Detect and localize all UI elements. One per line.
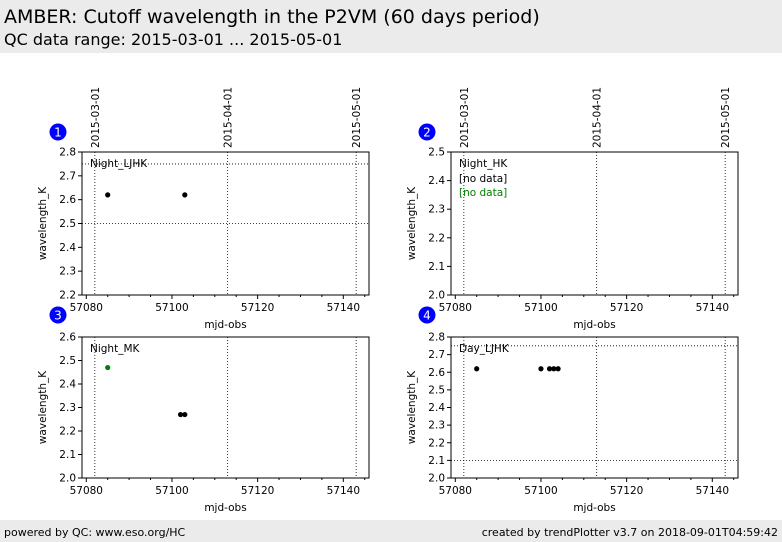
x-tick-label: 57140 — [327, 302, 360, 314]
y-tick-label: 2.2 — [59, 426, 76, 438]
x-tick-label: 57080 — [439, 302, 472, 314]
x-tick-label: 57100 — [524, 485, 557, 497]
chart-panel-4: 4 2.0 2.1 2.2 2.3 2.4 2.5 2.6 2.7 2.8 57080 57100 57… — [406, 306, 739, 514]
y-tick-label: 2.7 — [59, 170, 76, 182]
y-tick-label: 2.1 — [428, 455, 445, 467]
date-tick-label: 2015-04-01 — [592, 87, 604, 148]
x-tick-label: 57100 — [155, 485, 188, 497]
chart-panel-1: 1 2015-03-01 2015-04-01 2015-05-01 2.2 2.3 2.4… — [37, 87, 370, 331]
series-label: Day_LJHK — [459, 343, 510, 355]
data-point — [551, 366, 557, 372]
data-point — [546, 366, 553, 372]
series-label: Night_MK — [90, 343, 141, 355]
chart-panel-2: 2 2015-03-01 2015-04-01 2015-05-01 2.0 2.1 2.2… — [406, 87, 739, 331]
data-point — [474, 366, 480, 372]
data-point — [105, 364, 111, 371]
x-tick-label: 57120 — [241, 485, 274, 497]
data-point — [182, 411, 188, 418]
footer-created-by: created by trendPlotter v3.7 on 2018-09-… — [481, 526, 778, 539]
data-point — [538, 366, 544, 372]
plot-frame — [81, 336, 370, 479]
y-tick-label: 2.0 — [428, 473, 445, 485]
y-tick-label: 2.1 — [59, 449, 76, 461]
x-axis-label: mjd-obs — [204, 319, 246, 331]
series-label: Night_LJHK — [90, 158, 148, 170]
y-tick-label: 2.6 — [59, 194, 76, 206]
y-tick-label: 2.5 — [428, 147, 445, 159]
x-tick-label: 57080 — [70, 302, 103, 314]
chart-panel-3: 3 2.0 2.1 2.2 2.3 2.4 2.5 2.6 57080 57100 57120 571… — [37, 306, 370, 514]
page-title: AMBER: Cutoff wavelength in the P2VM (60… — [4, 6, 540, 28]
x-tick-label: 57100 — [524, 302, 557, 314]
y-tick-label: 2.3 — [428, 420, 445, 432]
y-tick-label: 2.5 — [428, 384, 445, 396]
y-tick-label: 2.5 — [59, 355, 76, 367]
y-tick-label: 2.3 — [59, 402, 76, 414]
report-footer: powered by QC: www.eso.org/HC created by… — [0, 520, 782, 542]
x-tick-label: 57140 — [327, 485, 360, 497]
y-tick-label: 2.4 — [428, 175, 445, 187]
y-tick-label: 2.3 — [59, 266, 76, 278]
y-tick-label: 2.2 — [428, 437, 445, 449]
panel-number-badge — [49, 123, 67, 141]
panel-number-badge — [418, 306, 436, 324]
x-tick-label: 57080 — [439, 485, 472, 497]
y-tick-label: 2.0 — [59, 473, 76, 485]
y-tick-label: 2.4 — [59, 379, 76, 391]
plot-frame — [450, 151, 739, 296]
no-data-note: [no data] — [459, 187, 507, 199]
panel-number-label: 3 — [54, 309, 62, 323]
y-axis-label: wavelength_K — [37, 370, 49, 444]
y-tick-label: 2.1 — [428, 261, 445, 273]
x-tick-label: 57100 — [155, 302, 188, 314]
panel-number-badge — [49, 306, 67, 324]
y-tick-label: 2.2 — [428, 232, 445, 244]
y-tick-label: 2.3 — [428, 204, 445, 216]
y-tick-label: 2.2 — [59, 290, 76, 302]
report-header: AMBER: Cutoff wavelength in the P2VM (60… — [0, 0, 782, 53]
x-axis-label: mjd-obs — [573, 319, 615, 331]
x-tick-label: 57140 — [696, 485, 729, 497]
x-tick-label: 57080 — [70, 485, 103, 497]
y-axis-label: wavelength_K — [406, 370, 418, 444]
data-point — [182, 192, 188, 198]
data-point — [555, 366, 561, 372]
date-tick-label: 2015-05-01 — [351, 87, 363, 148]
x-axis-label: mjd-obs — [204, 502, 246, 514]
y-tick-label: 2.5 — [59, 218, 76, 230]
y-tick-label: 2.7 — [428, 349, 445, 361]
y-tick-label: 2.8 — [59, 147, 76, 159]
date-tick-label: 2015-03-01 — [459, 87, 471, 148]
no-data-note: [no data] — [459, 173, 507, 185]
x-tick-label: 57140 — [696, 302, 729, 314]
y-tick-label: 2.4 — [59, 242, 76, 254]
y-tick-label: 2.0 — [428, 290, 445, 302]
x-tick-label: 57120 — [610, 485, 643, 497]
data-point — [105, 192, 111, 198]
x-axis-label: mjd-obs — [573, 502, 615, 514]
date-tick-label: 2015-05-01 — [720, 87, 732, 148]
date-tick-label: 2015-03-01 — [90, 87, 102, 148]
y-axis-label: wavelength_K — [406, 186, 418, 260]
page-subtitle: QC data range: 2015-03-01 ... 2015-05-01 — [4, 30, 343, 49]
y-axis-label: wavelength_K — [37, 186, 49, 260]
date-tick-label: 2015-04-01 — [223, 87, 235, 148]
x-tick-label: 57120 — [610, 302, 643, 314]
y-tick-label: 2.6 — [59, 332, 76, 344]
panel-number-label: 2 — [423, 126, 431, 140]
y-tick-label: 2.4 — [428, 402, 445, 414]
plot-frame — [450, 336, 739, 479]
series-label: Night_HK — [459, 158, 508, 170]
y-tick-label: 2.6 — [428, 367, 445, 379]
x-tick-label: 57120 — [241, 302, 274, 314]
panel-number-label: 4 — [423, 309, 431, 323]
data-point — [177, 411, 184, 418]
panel-number-badge — [418, 123, 436, 141]
y-tick-label: 2.8 — [428, 332, 445, 344]
footer-powered-by: powered by QC: www.eso.org/HC — [4, 526, 186, 539]
panel-number-label: 1 — [54, 126, 62, 140]
